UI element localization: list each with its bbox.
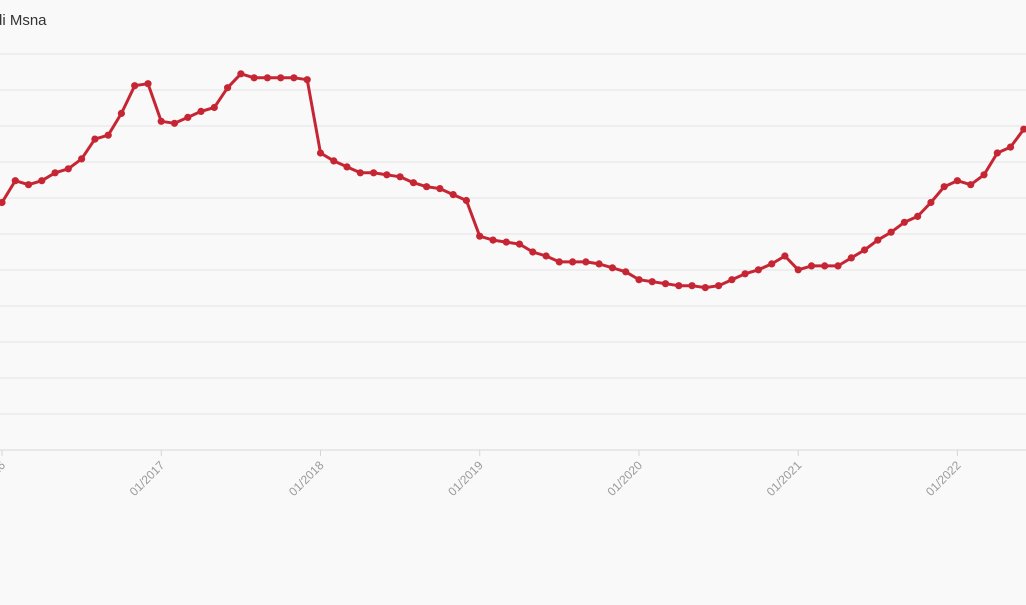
data-point[interactable] <box>170 119 179 127</box>
data-point[interactable] <box>210 103 218 112</box>
data-point[interactable] <box>980 171 988 179</box>
data-point[interactable] <box>131 82 139 90</box>
x-tick-label: 01/2018 <box>286 458 327 499</box>
x-tick-label: 01/2021 <box>764 458 805 499</box>
data-point[interactable] <box>51 169 59 177</box>
data-point[interactable] <box>104 131 112 139</box>
x-tick-label: 01/2017 <box>127 458 168 499</box>
data-point[interactable] <box>728 276 736 284</box>
data-point[interactable] <box>595 260 603 268</box>
data-point[interactable] <box>860 246 869 254</box>
data-point[interactable] <box>754 266 763 274</box>
data-point[interactable] <box>502 238 510 246</box>
data-point[interactable] <box>914 212 922 220</box>
data-point[interactable] <box>967 181 975 189</box>
data-point[interactable] <box>197 107 205 115</box>
data-point[interactable] <box>515 240 524 248</box>
data-point[interactable] <box>250 74 258 82</box>
data-point[interactable] <box>356 169 364 177</box>
data-point[interactable] <box>569 258 577 266</box>
data-point[interactable] <box>701 284 709 292</box>
data-point[interactable] <box>847 254 855 262</box>
data-point[interactable] <box>11 177 19 185</box>
data-point[interactable] <box>343 163 351 171</box>
gridlines <box>0 53 1026 451</box>
data-point[interactable] <box>449 191 457 199</box>
data-point[interactable] <box>529 248 537 256</box>
x-tick-label: 01/2020 <box>605 458 646 499</box>
data-point[interactable] <box>476 232 484 240</box>
data-point[interactable] <box>184 113 192 121</box>
data-point[interactable] <box>423 183 431 191</box>
data-point[interactable] <box>715 282 723 290</box>
data-point[interactable] <box>993 149 1001 157</box>
data-point[interactable] <box>91 135 99 143</box>
data-point[interactable] <box>582 258 590 266</box>
data-point[interactable] <box>927 198 935 207</box>
data-point[interactable] <box>396 173 404 181</box>
x-tick-label: 01/2019 <box>445 458 486 499</box>
data-point[interactable] <box>330 157 338 165</box>
data-point[interactable] <box>303 76 311 84</box>
data-point[interactable] <box>741 270 749 278</box>
data-point[interactable] <box>38 177 46 185</box>
series-line <box>0 72 1026 290</box>
data-point[interactable] <box>144 80 152 88</box>
data-point[interactable] <box>78 155 86 163</box>
data-point[interactable] <box>821 262 829 270</box>
series <box>0 70 1026 292</box>
data-point[interactable] <box>781 252 789 260</box>
data-point[interactable] <box>224 84 232 92</box>
data-point[interactable] <box>555 258 563 266</box>
data-point[interactable] <box>117 109 125 117</box>
x-axis: 01/2016 01/2017 01/2018 01/2019 01/2020 01/20… <box>0 450 964 499</box>
data-point[interactable] <box>290 74 298 82</box>
data-point[interactable] <box>370 169 378 177</box>
data-point[interactable] <box>900 218 909 226</box>
data-point[interactable] <box>1006 143 1015 151</box>
data-point[interactable] <box>277 74 285 82</box>
data-point[interactable] <box>263 74 271 82</box>
data-point[interactable] <box>462 196 470 205</box>
data-point[interactable] <box>688 282 696 290</box>
data-point[interactable] <box>489 236 497 244</box>
data-point[interactable] <box>622 268 630 276</box>
data-point[interactable] <box>237 70 245 78</box>
data-point[interactable] <box>834 262 842 270</box>
data-point[interactable] <box>648 278 656 286</box>
data-point[interactable] <box>794 266 802 274</box>
data-point[interactable] <box>409 179 417 187</box>
data-point[interactable] <box>24 181 33 189</box>
x-tick-label: 01/2016 <box>0 458 8 499</box>
data-point[interactable] <box>436 185 444 193</box>
series-label: di Msna <box>0 12 47 29</box>
data-point[interactable] <box>768 260 776 268</box>
data-point[interactable] <box>953 177 962 185</box>
data-point[interactable] <box>608 264 617 272</box>
data-point[interactable] <box>542 252 550 260</box>
data-point[interactable] <box>887 228 895 236</box>
data-point[interactable] <box>874 236 882 244</box>
data-point[interactable] <box>383 171 391 179</box>
data-point[interactable] <box>316 149 325 157</box>
data-point[interactable] <box>675 282 683 290</box>
x-tick-label: 01/2022 <box>923 458 964 499</box>
data-point[interactable] <box>661 280 670 288</box>
data-point[interactable] <box>64 165 72 173</box>
data-point[interactable] <box>1020 125 1026 133</box>
data-point[interactable] <box>635 276 643 284</box>
data-point[interactable] <box>0 198 6 207</box>
data-point[interactable] <box>940 183 948 191</box>
data-point[interactable] <box>807 262 816 270</box>
data-point[interactable] <box>157 117 165 125</box>
